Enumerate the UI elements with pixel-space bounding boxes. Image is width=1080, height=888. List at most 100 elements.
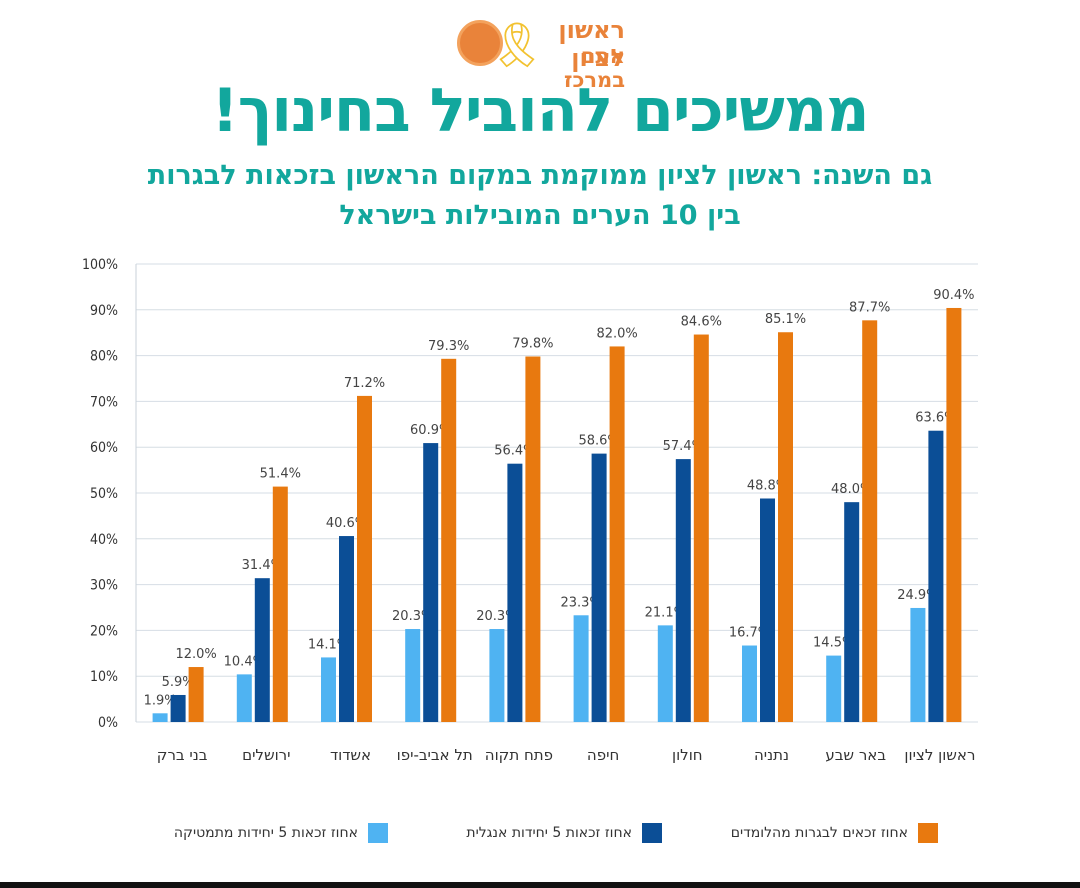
data-label-math: 20.3%	[392, 609, 433, 624]
data-label-bagrut: 79.3%	[428, 339, 469, 354]
bar-english	[170, 694, 186, 722]
headline: ממשיכים להוביל בחינוך!	[211, 76, 869, 146]
bar-bagrut	[778, 332, 793, 722]
y-tick-label: 60%	[90, 440, 118, 456]
x-category-label: בני ברק	[157, 746, 208, 764]
legend-swatch-english	[642, 823, 662, 843]
yellow-ribbon-icon: 🎗	[489, 20, 545, 71]
y-tick-label: 50%	[90, 486, 118, 502]
bar-english	[928, 430, 944, 722]
data-label-math: 20.3%	[476, 609, 517, 624]
bar-bagrut	[441, 358, 457, 722]
logo-emblem	[457, 20, 503, 66]
x-category-label: אשדוד	[330, 746, 371, 764]
data-label-math: 24.9%	[897, 588, 938, 603]
bar-bagrut	[525, 356, 541, 722]
y-tick-label: 80%	[90, 349, 118, 365]
bar-english	[254, 578, 270, 722]
x-category-label: ירושלים	[242, 746, 290, 764]
data-label-bagrut: 85.1%	[765, 312, 806, 327]
data-label-bagrut: 84.6%	[681, 315, 722, 330]
y-tick-label: 30%	[90, 578, 118, 594]
data-label-math: 10.4%	[224, 654, 265, 669]
bar-bagrut	[862, 320, 878, 722]
bar-math	[152, 713, 168, 722]
logo-text-slogan: אתם במרכז	[564, 44, 625, 92]
bar-math	[910, 607, 926, 722]
bar-math	[826, 655, 842, 722]
legend-swatch-bagrut	[918, 823, 938, 843]
data-label-english: 40.6%	[326, 516, 367, 531]
bar-math	[321, 657, 336, 722]
y-tick-label: 40%	[90, 532, 118, 548]
logo: 🎗 ראשון לציון אתם במרכז	[455, 14, 625, 92]
bar-bagrut	[188, 667, 204, 722]
data-label-bagrut: 87.7%	[849, 300, 890, 315]
x-category-label: תל אביב-יפו	[397, 746, 473, 764]
legend-label-english: אחוז זכאות 5 יחידות אנגלית	[466, 825, 632, 841]
bar-math	[573, 615, 589, 722]
bar-english	[591, 453, 607, 722]
x-category-label: ראשון לציון	[904, 746, 975, 764]
bar-math	[489, 629, 505, 722]
y-tick-label: 100%	[82, 257, 118, 273]
bar-math	[405, 629, 421, 722]
bottom-border	[0, 882, 1080, 888]
bar-english	[844, 502, 860, 722]
bar-chart: 0% 10% 20% 30% 40% 50% 60% 70% 80% 90% 100% 1.9% 5.9…	[82, 257, 978, 764]
data-label-english: 48.8%	[747, 478, 788, 493]
x-category-label: חיפה	[587, 746, 619, 764]
data-label-math: 14.1%	[308, 637, 349, 652]
bar-math	[236, 674, 252, 722]
bar-english	[423, 443, 439, 722]
data-label-bagrut: 51.4%	[260, 467, 301, 482]
bar-english	[760, 498, 775, 722]
bar-english	[507, 463, 523, 722]
y-tick-label: 10%	[90, 669, 118, 685]
data-label-english: 5.9%	[162, 675, 195, 690]
legend-label-bagrut: אחוז זכאים לבגרות מהלומדים	[730, 825, 908, 841]
bar-english	[675, 459, 691, 722]
data-label-english: 58.6%	[578, 434, 619, 449]
data-label-english: 60.9%	[410, 423, 451, 438]
y-tick-label: 20%	[90, 623, 118, 639]
bar-bagrut	[357, 395, 372, 722]
legend-item-math: אחוז זכאות 5 יחידות מתמטיקה	[160, 818, 388, 848]
data-label-bagrut: 82.0%	[596, 326, 637, 341]
x-category-label: באר שבע	[825, 746, 886, 764]
bar-bagrut	[693, 334, 709, 722]
bar-bagrut	[272, 486, 288, 722]
data-label-bagrut: 12.0%	[175, 647, 216, 662]
data-label-math: 23.3%	[560, 595, 601, 610]
bar-math	[657, 625, 673, 722]
subtitle-line-1: גם השנה: ראשון לציון ממוקמת במקום הראשון…	[147, 160, 933, 191]
data-label-english: 31.4%	[242, 558, 283, 573]
data-label-english: 57.4%	[663, 439, 704, 454]
bar-math	[742, 645, 757, 722]
data-label-math: 14.5%	[813, 636, 854, 651]
data-label-english: 63.6%	[915, 411, 956, 426]
y-tick-label: 70%	[90, 394, 118, 410]
bar-english	[339, 536, 354, 722]
data-label-math: 16.7%	[729, 626, 770, 641]
data-label-bagrut: 90.4%	[933, 288, 974, 303]
x-category-label: נתניה	[754, 746, 789, 764]
data-label-math: 21.1%	[645, 605, 686, 620]
logo-text-city: ראשון לציון	[558, 16, 625, 72]
data-label-bagrut: 79.8%	[512, 337, 553, 352]
legend-label-math: אחוז זכאות 5 יחידות מתמטיקה	[173, 825, 358, 841]
y-tick-label: 90%	[90, 303, 118, 319]
data-label-english: 56.4%	[494, 444, 535, 459]
x-category-label: פתח תקוה	[485, 746, 553, 764]
legend-item-english: אחוז זכאות 5 יחידות אנגלית	[440, 818, 662, 848]
data-label-english: 48.0%	[831, 482, 872, 497]
legend-swatch-math	[368, 823, 388, 843]
subtitle-line-2: בין 10 הערים המובילות בישראל	[339, 200, 741, 231]
data-label-bagrut: 71.2%	[344, 376, 385, 391]
legend-item-bagrut: אחוז זכאים לבגרות מהלומדים	[718, 818, 938, 848]
y-tick-label: 0%	[98, 715, 118, 731]
data-label-math: 1.9%	[144, 693, 177, 708]
bar-bagrut	[946, 307, 962, 722]
bar-bagrut	[609, 346, 625, 722]
x-category-label: חולון	[672, 746, 703, 764]
